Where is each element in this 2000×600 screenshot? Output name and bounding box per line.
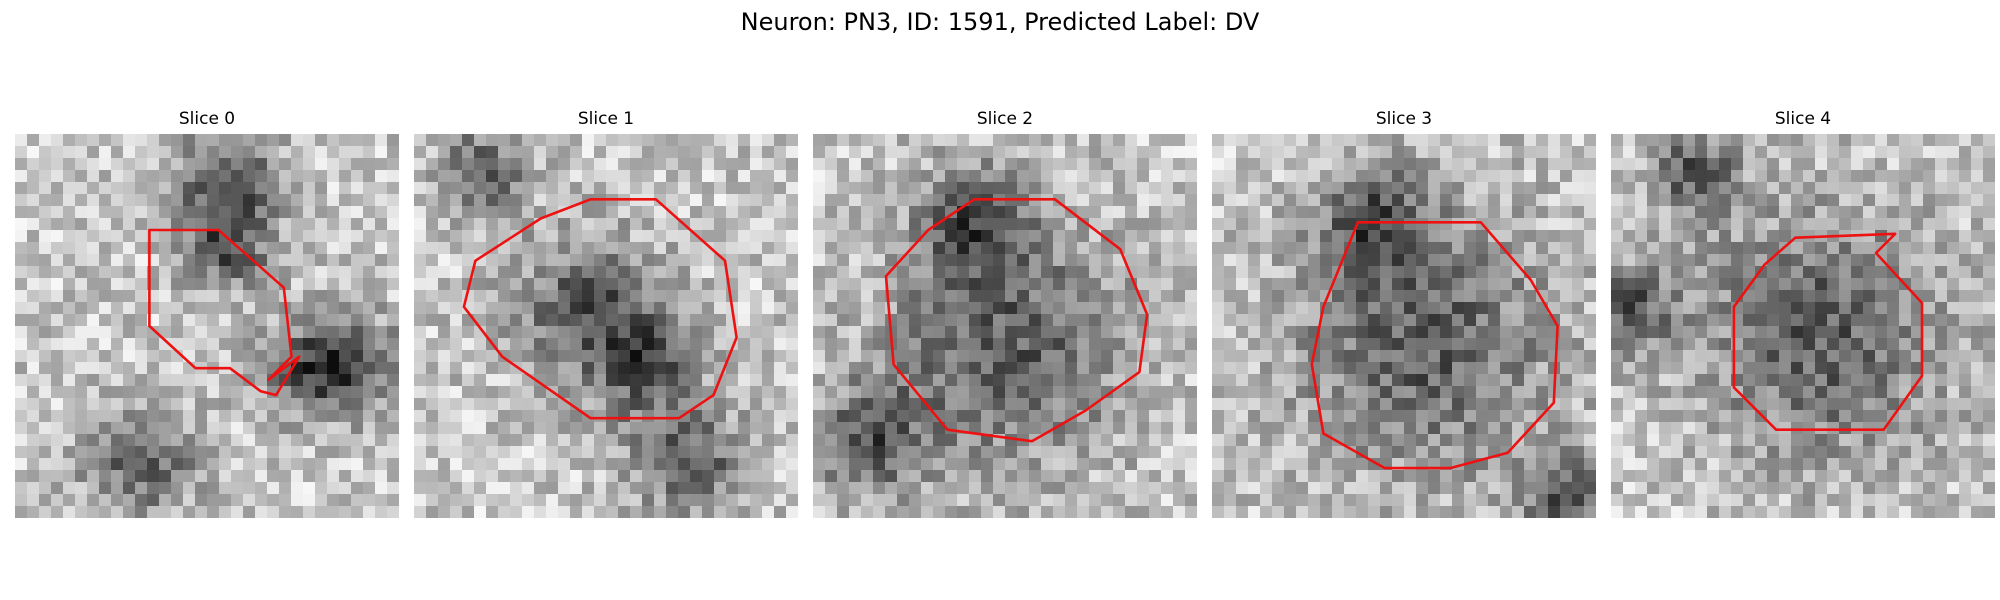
slice-3-title: Slice 3 [1375,109,1433,129]
pixel-grid [15,134,399,518]
slice-panel-2: Slice 2 [813,108,1197,518]
pixel-grid [813,134,1197,518]
slice-4-micrograph [1611,134,1995,518]
slice-panel-4: Slice 4 [1611,108,1995,518]
segmentation-contour [148,228,301,397]
slice-2-micrograph [813,134,1197,518]
segmentation-contour [462,198,738,420]
segmentation-contour [1732,232,1924,432]
slice-1-title: Slice 1 [577,109,635,129]
pixel-grid [1212,134,1596,518]
figure-title: Neuron: PN3, ID: 1591, Predicted Label: … [740,8,1260,36]
slice-4-image [1611,134,1995,518]
slice-0-image [15,134,399,518]
slice-1-image [414,134,798,518]
segmentation-contour [1310,221,1559,470]
slice-panel-1: Slice 1 [414,108,798,518]
slice-0-title: Slice 0 [178,109,236,129]
segmentation-contour [884,198,1149,443]
pixel-grid [414,134,798,518]
pixel-grid [1611,134,1995,518]
slice-3-micrograph [1212,134,1596,518]
slice-panel-3: Slice 3 [1212,108,1596,518]
slice-4-title: Slice 4 [1774,109,1832,129]
slice-0-micrograph [15,134,399,518]
slice-2-title: Slice 2 [976,109,1034,129]
slice-3-image [1212,134,1596,518]
slice-panel-0: Slice 0 [15,108,399,518]
slice-1-micrograph [414,134,798,518]
slice-2-image [813,134,1197,518]
